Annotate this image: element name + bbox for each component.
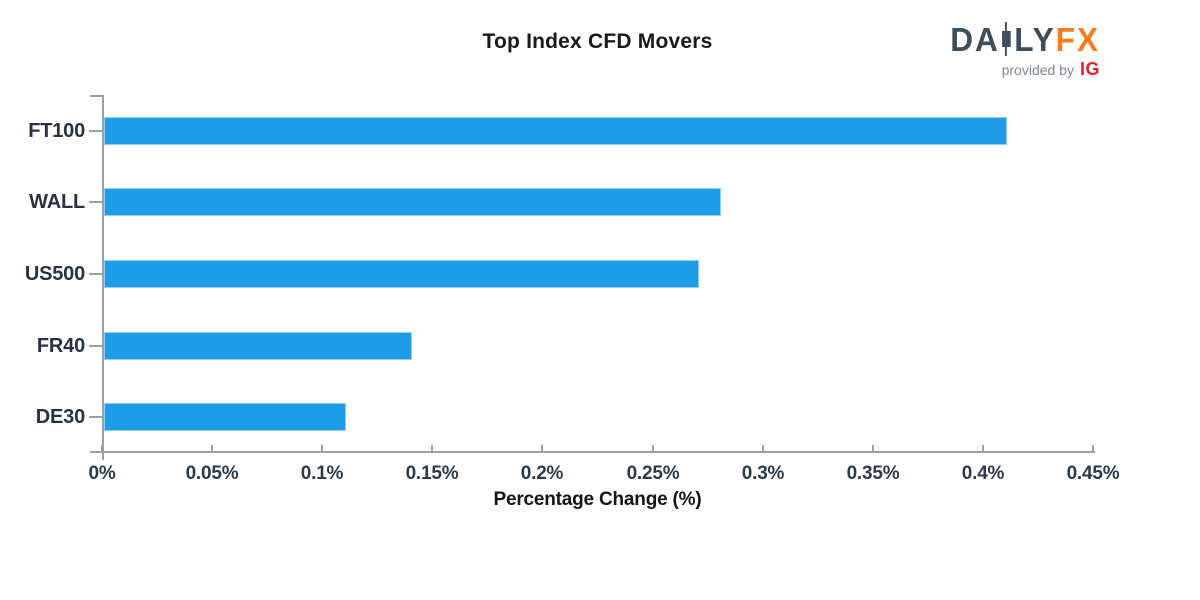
x-tick-label: 0.2% — [520, 463, 564, 484]
logo-text-da: DA — [950, 20, 1000, 58]
y-tick-label: WALL — [29, 191, 85, 213]
y-axis-line — [102, 95, 104, 460]
bar — [104, 403, 346, 431]
x-axis-title: Percentage Change (%) — [493, 489, 702, 510]
x-tick-label: 0.3% — [741, 463, 785, 484]
x-tick-label: 0.1% — [300, 463, 344, 484]
x-tick-label: 0.4% — [961, 463, 1005, 484]
y-tick-label: FR40 — [36, 335, 85, 357]
plot-area: FT100 WALL US500 FR40 DE30 0% 0.05% 0.1% 0.15% 0.… — [25, 95, 1120, 484]
bar — [104, 260, 699, 288]
x-tick-label: 0.05% — [185, 463, 239, 484]
ig-logo: IG — [1079, 59, 1100, 79]
x-tick-label: 0.35% — [846, 463, 900, 484]
dailyfx-logo: DA LY FX provided by IG — [944, 22, 1100, 80]
y-tick-label: US500 — [24, 263, 85, 285]
x-axis-line — [90, 451, 1095, 453]
bar — [104, 188, 721, 216]
bar — [104, 332, 412, 360]
y-tick-label: FT100 — [28, 120, 85, 142]
x-tick-label: 0.25% — [626, 463, 680, 484]
logo-tagline: provided by IG — [944, 59, 1100, 80]
x-tick-mark — [652, 445, 654, 451]
x-tick-mark — [982, 445, 984, 451]
candlestick-body — [1001, 31, 1011, 47]
provided-by-label: provided by — [1001, 61, 1074, 78]
y-tick-mark — [89, 416, 102, 418]
y-tick-mark — [89, 201, 102, 203]
y-tick-mark — [89, 345, 102, 347]
x-tick-mark — [1092, 445, 1094, 451]
logo-text-ly: LY — [1014, 20, 1056, 58]
candlestick-icon — [1001, 22, 1011, 56]
y-tick-label: DE30 — [35, 406, 85, 428]
bar — [104, 117, 1007, 145]
x-tick-label: 0.45% — [1066, 463, 1120, 484]
logo-text-fx: FX — [1055, 20, 1100, 58]
x-tick-label: 0% — [88, 463, 116, 484]
x-tick-mark — [541, 445, 543, 451]
x-tick-mark — [762, 445, 764, 451]
x-tick-mark — [321, 445, 323, 451]
y-tick-mark — [89, 273, 102, 275]
y-axis-top-cap — [90, 95, 102, 97]
x-tick-label: 0.15% — [405, 463, 459, 484]
x-tick-mark — [211, 445, 213, 451]
x-tick-mark — [431, 445, 433, 451]
x-tick-mark — [101, 445, 103, 451]
y-tick-mark — [89, 130, 102, 132]
dailyfx-wordmark: DA LY FX — [950, 22, 1100, 56]
x-tick-mark — [872, 445, 874, 451]
chart-title: Top Index CFD Movers — [482, 30, 713, 53]
